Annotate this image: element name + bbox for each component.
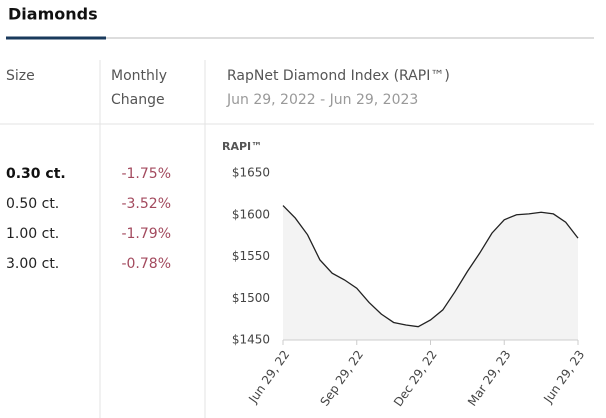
x-tick-label: Mar 29, 23 xyxy=(465,348,514,409)
x-tick-label: Jun 29, 22 xyxy=(245,348,292,407)
axis-title: RAPI™ xyxy=(222,140,262,153)
y-tick-label: $1550 xyxy=(232,249,270,263)
header: RapNet Diamond Index (RAPI™) xyxy=(227,68,450,84)
change: -1.79% xyxy=(121,226,171,242)
size: 0.50 ct. xyxy=(6,196,59,212)
period: Jun 29, 2022 - Jun 29, 2023 xyxy=(226,92,418,108)
change: -0.78% xyxy=(121,256,171,272)
change: -3.52% xyxy=(121,196,171,212)
header: Size xyxy=(6,68,35,84)
x-tick-label: Jun 29, 23 xyxy=(540,348,587,407)
size: 3.00 ct. xyxy=(6,256,59,272)
size: 0.30 ct. xyxy=(6,166,66,182)
x-tick-label: Sep 29, 22 xyxy=(318,348,367,409)
y-tick-label: $1450 xyxy=(232,333,270,347)
line xyxy=(282,205,579,328)
size: 1.00 ct. xyxy=(6,226,59,242)
header: Monthly Change xyxy=(111,68,167,108)
y-tick-label: $1600 xyxy=(232,207,270,221)
x-tick-label: Dec 29, 22 xyxy=(391,348,440,409)
tab[interactable]: Diamonds xyxy=(8,5,98,24)
y-tick-label: $1650 xyxy=(232,166,270,180)
area xyxy=(283,205,578,340)
y-tick-label: $1500 xyxy=(232,291,270,305)
change: -1.75% xyxy=(121,166,171,182)
